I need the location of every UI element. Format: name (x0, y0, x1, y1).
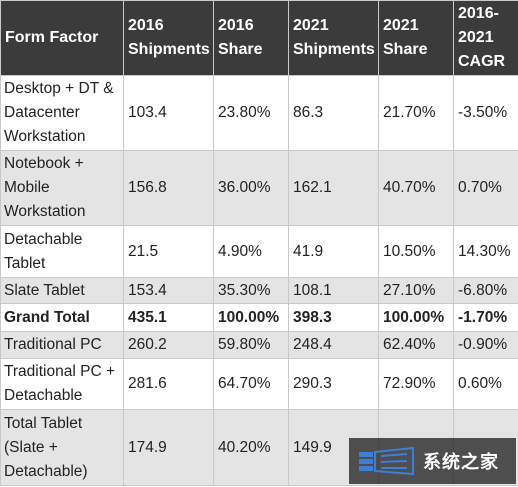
cell-2016-shipments: 260.2 (123, 331, 214, 359)
cell-2021-shipments: 290.3 (288, 358, 379, 410)
cell-2021-shipments: 162.1 (288, 150, 379, 226)
cell-2016-share: 40.20% (213, 409, 289, 486)
cell-2021-share: 62.40% (378, 331, 454, 359)
table-row: Traditional PC + Detachable 281.6 64.70%… (0, 358, 518, 410)
row-label: Detachable Tablet (0, 225, 124, 278)
cell-cagr: -6.80% (453, 277, 518, 304)
cell-2016-shipments: 103.4 (123, 75, 214, 151)
header-row: Form Factor 2016 Shipments 2016 Share 20… (0, 0, 518, 76)
table-row-grand-total: Grand Total 435.1 100.00% 398.3 100.00% … (0, 303, 518, 332)
cell-2021-shipments: 41.9 (288, 225, 379, 278)
header-2016-shipments: 2016 Shipments (123, 0, 214, 76)
header-form-factor: Form Factor (0, 0, 124, 76)
cell-cagr: -3.50% (453, 75, 518, 151)
row-label: Total Tablet (Slate + Detachable) (0, 409, 124, 486)
cell-cagr: -0.90% (453, 331, 518, 359)
header-2021-shipments: 2021 Shipments (288, 0, 379, 76)
table-row: Traditional PC 260.2 59.80% 248.4 62.40%… (0, 331, 518, 359)
cell-2021-share: 21.70% (378, 75, 454, 151)
row-label: Notebook + Mobile Workstation (0, 150, 124, 226)
table-row: Total Tablet (Slate + Detachable) 174.9 … (0, 409, 518, 486)
cell-2016-share: 23.80% (213, 75, 289, 151)
cell-2016-shipments: 435.1 (123, 303, 214, 332)
cell-2016-shipments: 281.6 (123, 358, 214, 410)
cell-2021-share: 27.10% (378, 277, 454, 304)
watermark-text: 系统之家 (423, 452, 499, 473)
row-label: Traditional PC (0, 331, 124, 359)
cell-cagr: 0.70% (453, 150, 518, 226)
cell-2016-share: 59.80% (213, 331, 289, 359)
cell-2016-share: 64.70% (213, 358, 289, 410)
cell-2016-shipments: 156.8 (123, 150, 214, 226)
header-2016-share: 2016 Share (213, 0, 289, 76)
row-label: Traditional PC + Detachable (0, 358, 124, 410)
row-label: Grand Total (0, 303, 124, 332)
table-row: Detachable Tablet 21.5 4.90% 41.9 10.50%… (0, 225, 518, 278)
table-row: Desktop + DT & Datacenter Workstation 10… (0, 75, 518, 151)
cell-2016-share: 4.90% (213, 225, 289, 278)
cell-2016-shipments: 174.9 (123, 409, 214, 486)
cell-2016-share: 36.00% (213, 150, 289, 226)
table-row: Slate Tablet 153.4 35.30% 108.1 27.10% -… (0, 277, 518, 304)
cell-2021-shipments: 248.4 (288, 331, 379, 359)
cell-2021-shipments: 398.3 (288, 303, 379, 332)
cell-2016-shipments: 21.5 (123, 225, 214, 278)
header-cagr: 2016-2021 CAGR (453, 0, 518, 76)
cell-cagr: 0.60% (453, 358, 518, 410)
row-label: Slate Tablet (0, 277, 124, 304)
system-home-logo-icon (359, 446, 414, 476)
cell-2021-share: 100.00% (378, 303, 454, 332)
cell-2016-shipments: 153.4 (123, 277, 214, 304)
cell-cagr: 14.30% (453, 225, 518, 278)
cell-2016-share: 100.00% (213, 303, 289, 332)
cell-2021-share: 10.50% (378, 225, 454, 278)
watermark: 系统之家 (349, 438, 516, 484)
cell-2021-share: 72.90% (378, 358, 454, 410)
cell-2016-share: 35.30% (213, 277, 289, 304)
header-2021-share: 2021 Share (378, 0, 454, 76)
row-label: Desktop + DT & Datacenter Workstation (0, 75, 124, 151)
cell-2021-shipments: 108.1 (288, 277, 379, 304)
table-row: Notebook + Mobile Workstation 156.8 36.0… (0, 150, 518, 226)
cell-cagr: -1.70% (453, 303, 518, 332)
cell-2021-share: 40.70% (378, 150, 454, 226)
cell-2021-shipments: 86.3 (288, 75, 379, 151)
